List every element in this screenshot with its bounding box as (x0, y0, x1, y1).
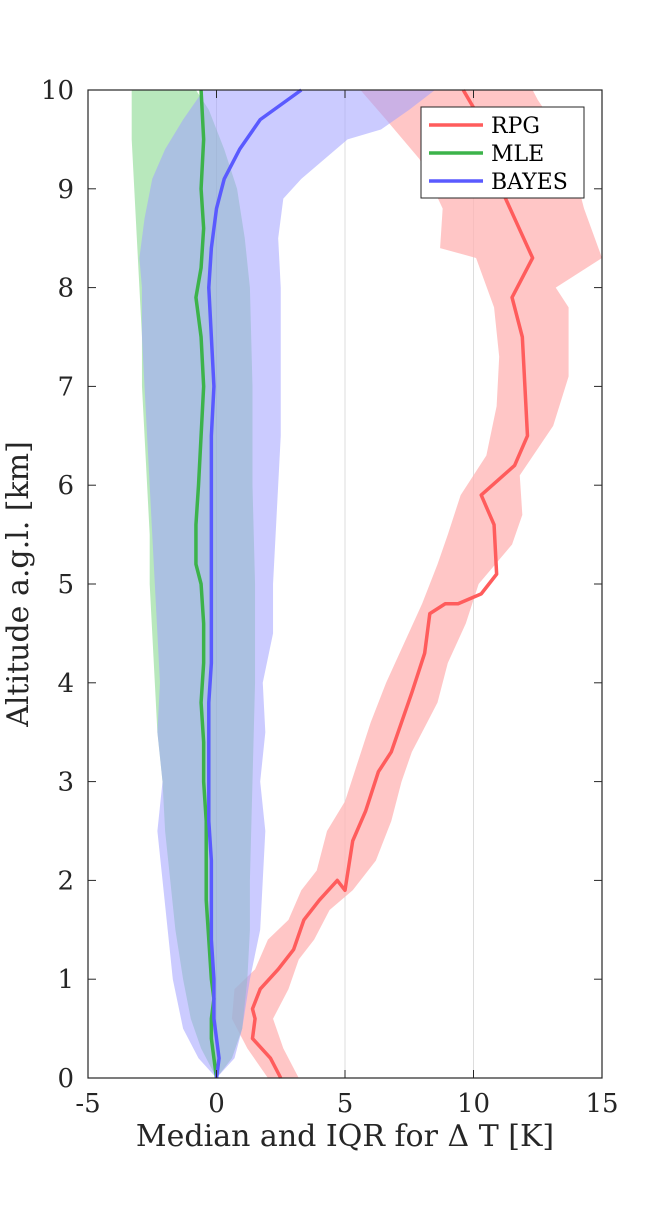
median-lines (194, 88, 535, 1079)
legend-label-mle: MLE (491, 142, 544, 167)
y-tick-label: 2 (57, 866, 74, 896)
x-tick-label: 15 (585, 1089, 618, 1119)
y-tick-label: 5 (57, 570, 74, 600)
median-line-rpg (250, 89, 535, 1079)
y-tick-label: 8 (57, 274, 74, 304)
legend-label-bayes: BAYES (491, 170, 568, 195)
y-tick-label: 0 (57, 1064, 74, 1094)
y-tick-label: 4 (57, 669, 74, 699)
median-line-bayes (207, 88, 303, 1079)
y-tick-label: 3 (57, 768, 74, 798)
x-tick-label: -5 (75, 1089, 100, 1119)
legend: RPG MLE BAYES (420, 106, 585, 199)
x-axis-title: Median and IQR for Δ T [K] (136, 1119, 554, 1154)
x-tick-label: 0 (208, 1089, 225, 1119)
iqr-bands (131, 90, 603, 1078)
y-tick-label: 10 (41, 76, 74, 106)
y-tick-label: 9 (57, 175, 74, 205)
iqr-band-bayes (139, 90, 435, 1078)
legend-label-rpg: RPG (491, 114, 540, 139)
x-tick-label: 5 (337, 1089, 354, 1119)
y-axis-title: Altitude a.g.l. [km] (1, 441, 36, 728)
y-tick-label: 7 (57, 372, 74, 402)
y-tick-label: 6 (57, 471, 74, 501)
y-tick-label: 1 (57, 965, 74, 995)
x-tick-label: 10 (457, 1089, 490, 1119)
iqr-band-rpg (231, 90, 603, 1078)
